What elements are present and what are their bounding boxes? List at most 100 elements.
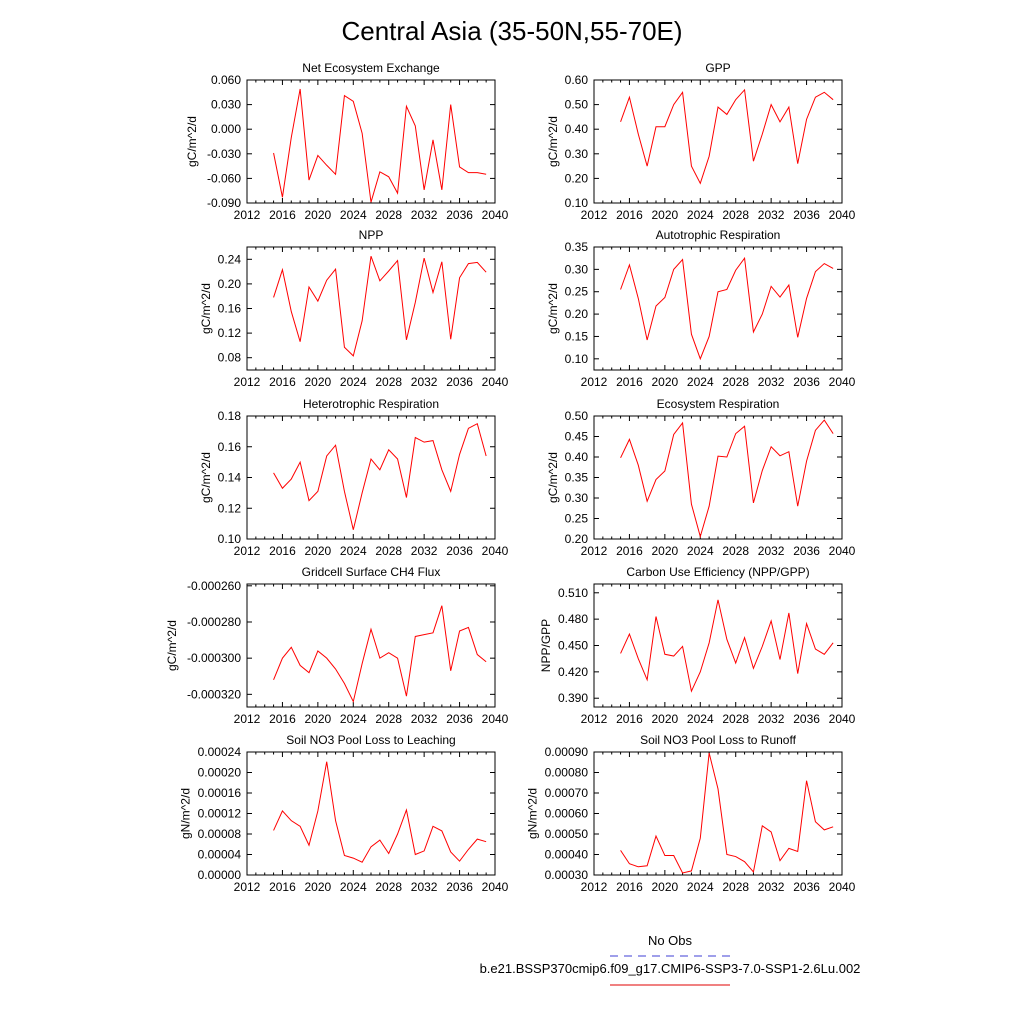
y-tick-label: 0.50 — [565, 409, 589, 423]
y-tick-label: 0.35 — [565, 240, 589, 254]
x-tick-label: 2016 — [616, 208, 643, 222]
y-tick-label: 0.00090 — [545, 745, 589, 759]
y-tick-label: 0.450 — [558, 639, 588, 653]
x-tick-label: 2032 — [758, 208, 785, 222]
y-axis-label: gN/m^2/d — [178, 788, 192, 839]
series-line — [620, 88, 834, 185]
x-tick-label: 2040 — [829, 544, 856, 558]
y-tick-label: -0.090 — [207, 196, 241, 210]
x-tick-label: 2012 — [581, 544, 608, 558]
y-tick-label: 0.40 — [565, 122, 589, 136]
y-axis-label: gC/m^2/d — [546, 452, 560, 503]
y-tick-label: 0.10 — [218, 532, 242, 546]
y-tick-label: 0.00080 — [545, 766, 589, 780]
y-tick-label: 0.20 — [565, 171, 589, 185]
y-tick-label: 0.24 — [218, 252, 242, 266]
x-tick-label: 2040 — [829, 375, 856, 389]
series-line — [273, 422, 487, 530]
y-tick-label: 0.16 — [218, 440, 242, 454]
x-tick-label: 2024 — [340, 544, 367, 558]
x-tick-label: 2012 — [234, 208, 261, 222]
y-tick-label: 0.00070 — [545, 786, 589, 800]
y-axis-label: gC/m^2/d — [165, 620, 179, 671]
y-tick-label: 0.12 — [218, 326, 242, 340]
x-tick-label: 2036 — [793, 712, 820, 726]
x-tick-label: 2028 — [722, 544, 749, 558]
x-tick-label: 2012 — [581, 375, 608, 389]
x-tick-label: 2036 — [446, 544, 473, 558]
legend-label-no-obs: No Obs — [648, 933, 693, 948]
y-tick-label: 0.00060 — [545, 807, 589, 821]
x-tick-label: 2020 — [305, 712, 332, 726]
y-tick-label: 0.30 — [565, 262, 589, 276]
y-tick-label: 0.14 — [218, 471, 242, 485]
y-tick-label: 0.20 — [218, 277, 242, 291]
plot-frame — [246, 415, 496, 540]
x-tick-label: 2020 — [652, 880, 679, 894]
plot-frame — [593, 415, 843, 540]
panel-title: Soil NO3 Pool Loss to Runoff — [640, 733, 797, 747]
x-tick-label: 2040 — [829, 208, 856, 222]
panel-title: Gridcell Surface CH4 Flux — [302, 565, 441, 579]
legend: No Obs b.e21.BSSP370cmip6.f09_g17.CMIP6-… — [480, 933, 860, 986]
x-tick-label: 2016 — [269, 544, 296, 558]
x-tick-label: 2024 — [687, 208, 714, 222]
panel-soil-no3-pool-loss-to-runoff: Soil NO3 Pool Loss to Runoff 2012 2016 2020… — [525, 733, 855, 894]
x-tick-label: 2028 — [722, 712, 749, 726]
y-axis-label: gC/m^2/d — [546, 283, 560, 334]
x-tick-label: 2028 — [722, 208, 749, 222]
panel-title: Autotrophic Respiration — [656, 228, 781, 242]
y-tick-label: 0.25 — [565, 512, 589, 526]
y-tick-label: 0.510 — [558, 586, 588, 600]
x-tick-label: 2036 — [793, 208, 820, 222]
y-tick-label: 0.00040 — [545, 848, 589, 862]
y-tick-label: 0.45 — [565, 430, 589, 444]
y-tick-label: -0.060 — [207, 171, 241, 185]
x-tick-label: 2016 — [269, 712, 296, 726]
x-tick-label: 2032 — [758, 712, 785, 726]
y-tick-label: 0.12 — [218, 501, 242, 515]
panel-title: Ecosystem Respiration — [657, 397, 780, 411]
panel-title: NPP — [359, 228, 384, 242]
x-tick-label: 2024 — [687, 712, 714, 726]
y-tick-label: 0.00004 — [198, 848, 242, 862]
y-tick-label: 0.30 — [565, 491, 589, 505]
x-tick-label: 2020 — [305, 208, 332, 222]
x-tick-label: 2032 — [758, 375, 785, 389]
y-axis-label: gC/m^2/d — [546, 116, 560, 167]
x-tick-label: 2024 — [687, 375, 714, 389]
x-tick-label: 2024 — [340, 880, 367, 894]
panel-title: Soil NO3 Pool Loss to Leaching — [286, 733, 455, 747]
y-axis-label: gC/m^2/d — [199, 452, 213, 503]
y-tick-label: 0.25 — [565, 285, 589, 299]
plot-frame — [246, 246, 496, 371]
y-axis-label: gC/m^2/d — [185, 116, 199, 167]
series-line — [620, 419, 834, 539]
x-tick-label: 2012 — [581, 208, 608, 222]
x-tick-label: 2028 — [375, 544, 402, 558]
plot-frame — [593, 751, 843, 876]
y-tick-label: 0.15 — [565, 329, 589, 343]
x-tick-label: 2036 — [446, 375, 473, 389]
panel-net-ecosystem-exchange: Net Ecosystem Exchange 2012 2016 2020 2024 20… — [185, 61, 508, 222]
x-tick-label: 2016 — [616, 712, 643, 726]
y-tick-label: 0.20 — [565, 532, 589, 546]
y-tick-label: 0.10 — [565, 196, 589, 210]
x-tick-label: 2040 — [482, 544, 509, 558]
x-tick-label: 2028 — [375, 208, 402, 222]
y-tick-label: 0.08 — [218, 351, 242, 365]
x-tick-label: 2024 — [340, 375, 367, 389]
y-tick-label: 0.00030 — [545, 868, 589, 882]
x-tick-label: 2028 — [722, 880, 749, 894]
y-tick-label: 0.40 — [565, 450, 589, 464]
y-tick-label: 0.00016 — [198, 786, 242, 800]
y-tick-label: 0.00050 — [545, 827, 589, 841]
x-tick-label: 2028 — [375, 712, 402, 726]
panel-gpp: GPP 2012 2016 2020 2024 2028 2032 2036 2040 0.10 0… — [546, 61, 856, 222]
y-tick-label: -0.000320 — [187, 687, 241, 701]
y-tick-label: 0.00000 — [198, 868, 242, 882]
y-tick-label: 0.50 — [565, 98, 589, 112]
series-line — [273, 88, 487, 203]
x-tick-label: 2012 — [581, 880, 608, 894]
